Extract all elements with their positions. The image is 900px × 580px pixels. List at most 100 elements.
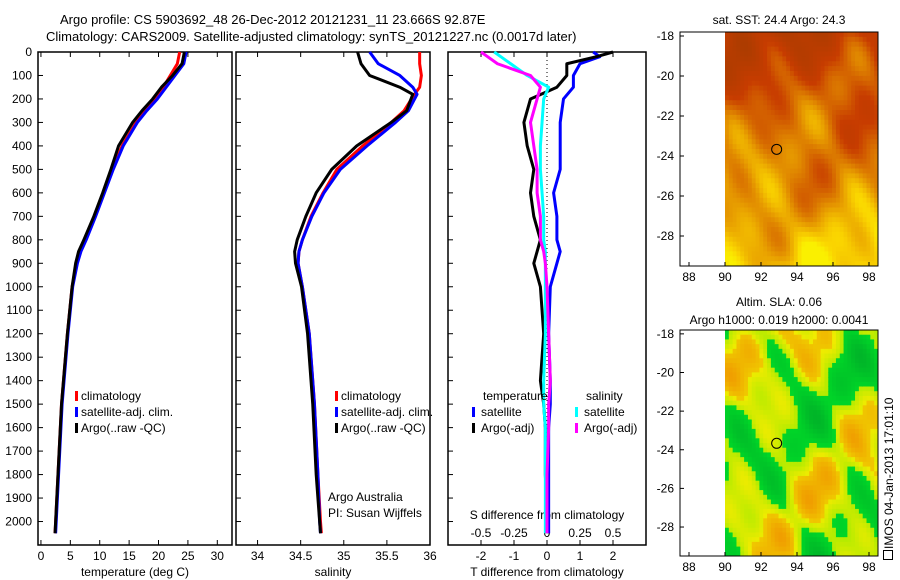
map-cell bbox=[797, 367, 802, 373]
map-cell bbox=[770, 236, 776, 243]
map-cell bbox=[759, 339, 764, 345]
map-cell bbox=[790, 158, 795, 165]
map-cell bbox=[828, 139, 833, 145]
map-cell bbox=[801, 66, 806, 72]
map-cell bbox=[744, 183, 749, 189]
map-cell bbox=[786, 546, 791, 552]
map-cell bbox=[763, 246, 768, 252]
map-cell bbox=[751, 207, 757, 213]
map-cell bbox=[728, 95, 734, 101]
map-cell bbox=[763, 144, 768, 150]
map-cell bbox=[824, 499, 829, 505]
map-cell bbox=[816, 61, 822, 67]
map-cell bbox=[870, 227, 875, 233]
map-cell bbox=[747, 475, 753, 482]
map-cell bbox=[839, 344, 845, 350]
map-cell bbox=[767, 236, 772, 243]
map-cell bbox=[847, 100, 852, 106]
map-cell bbox=[740, 344, 745, 350]
map-cell bbox=[774, 438, 780, 444]
map-cell bbox=[855, 153, 860, 160]
map-cell bbox=[832, 173, 837, 179]
map-cell bbox=[778, 261, 783, 267]
map-cell bbox=[786, 114, 791, 121]
map-cell bbox=[732, 100, 737, 106]
map-cell bbox=[839, 410, 845, 416]
map-cell bbox=[843, 236, 848, 243]
map-cell bbox=[874, 139, 879, 145]
map-cell bbox=[847, 362, 852, 369]
depth-tick-label: 0 bbox=[25, 45, 32, 59]
map-cell bbox=[828, 433, 833, 439]
depth-tick-label: 1500 bbox=[5, 397, 32, 411]
map-cell bbox=[770, 490, 776, 496]
map-cell bbox=[812, 494, 818, 500]
map-cell bbox=[847, 124, 852, 130]
map-cell bbox=[763, 358, 768, 364]
map-cell bbox=[839, 447, 845, 453]
map-cell bbox=[770, 46, 776, 52]
map-cell bbox=[770, 353, 776, 359]
map-cell bbox=[732, 424, 737, 430]
map-cell bbox=[747, 163, 753, 169]
salinity-xtick-label: 34.5 bbox=[289, 549, 313, 563]
map-cell bbox=[855, 222, 860, 228]
map-cell bbox=[778, 46, 783, 52]
map-cell bbox=[767, 202, 772, 208]
map-cell bbox=[855, 183, 860, 189]
map-cell bbox=[725, 173, 730, 179]
map-cell bbox=[805, 485, 810, 491]
map-cell bbox=[736, 241, 741, 247]
map-cell bbox=[732, 381, 737, 387]
map-cell bbox=[858, 447, 864, 453]
map-cell bbox=[725, 494, 730, 500]
map-cell bbox=[851, 202, 856, 208]
map-cell bbox=[832, 85, 837, 91]
map-cell bbox=[751, 428, 757, 435]
map-cell bbox=[759, 149, 764, 155]
map-cell bbox=[839, 227, 845, 233]
map-cell bbox=[747, 466, 753, 472]
map-cell bbox=[797, 178, 802, 184]
map-cell bbox=[816, 414, 822, 420]
map-cell bbox=[866, 178, 871, 184]
map-cell bbox=[816, 251, 822, 257]
map-cell bbox=[782, 513, 787, 519]
map-cell bbox=[759, 546, 764, 552]
map-cell bbox=[816, 466, 822, 472]
map-cell bbox=[839, 405, 845, 411]
map-cell bbox=[755, 523, 760, 529]
map-cell bbox=[751, 330, 757, 336]
map-cell bbox=[770, 188, 776, 194]
map-cell bbox=[747, 66, 753, 72]
map-cell bbox=[832, 183, 837, 189]
map-cell bbox=[816, 212, 822, 218]
map-cell bbox=[824, 158, 829, 165]
map-cell bbox=[747, 251, 753, 257]
map-cell bbox=[874, 66, 879, 72]
map-cell bbox=[824, 129, 829, 135]
map-cell bbox=[786, 447, 791, 453]
map-cell bbox=[797, 391, 802, 397]
map-cell bbox=[770, 504, 776, 510]
map-cell bbox=[812, 173, 818, 179]
map-cell bbox=[816, 523, 822, 529]
map-cell bbox=[778, 372, 783, 378]
map-ytick-label: -28 bbox=[657, 520, 675, 534]
map-cell bbox=[763, 348, 768, 355]
map-cell bbox=[774, 452, 780, 458]
map-cell bbox=[736, 523, 741, 529]
map-cell bbox=[725, 475, 730, 482]
map-cell bbox=[835, 139, 841, 145]
map-cell bbox=[751, 518, 757, 524]
map-cell bbox=[774, 158, 780, 165]
map-cell bbox=[732, 447, 737, 453]
map-cell bbox=[770, 362, 776, 369]
map-cell bbox=[862, 139, 868, 145]
map-cell bbox=[740, 457, 745, 463]
map-cell bbox=[809, 144, 814, 150]
map-cell bbox=[870, 330, 875, 336]
map-cell bbox=[774, 139, 780, 145]
map-cell bbox=[767, 192, 772, 199]
map-cell bbox=[759, 466, 764, 472]
